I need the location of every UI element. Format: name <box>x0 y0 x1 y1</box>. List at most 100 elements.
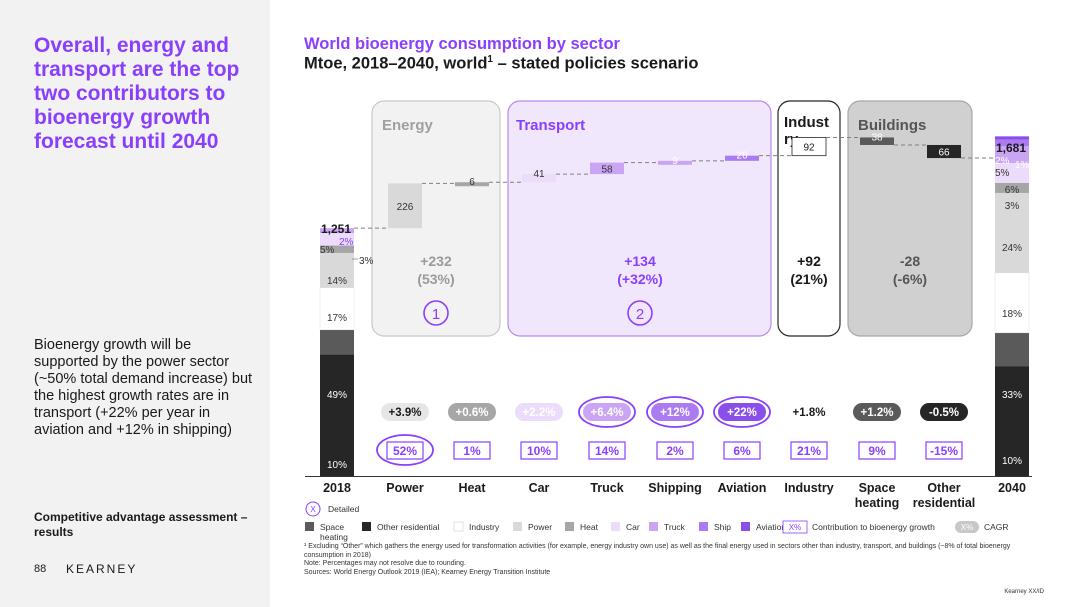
category-label-other-residential-line2: residential <box>913 496 976 510</box>
group-sum-energy: +232 <box>420 253 452 269</box>
bar-2018-label-other-residential: 49% <box>327 390 347 401</box>
legend-heat-swatch <box>565 522 574 531</box>
headline: Overall, energy and transport are the to… <box>34 34 240 153</box>
legend-power-swatch <box>513 522 522 531</box>
legend-truck-swatch <box>649 522 658 531</box>
page-number: 88 <box>34 563 47 575</box>
delta-label-truck: 58 <box>601 164 613 175</box>
cagr-pill-6 <box>785 403 833 421</box>
cagr-label-2: +2.2% <box>523 407 556 419</box>
legend-space-heating-swatch <box>305 522 314 531</box>
cagr-pill-1 <box>448 403 496 421</box>
contribution-box-3 <box>588 441 626 460</box>
group-number-circle-transport <box>627 300 653 326</box>
category-label-aviation: Aviation <box>718 481 767 495</box>
category-label-2018: 2018 <box>323 481 351 495</box>
chart-subtitle-text: Mtoe, 2018–2040, world <box>304 54 488 73</box>
delta-bar-heat <box>455 182 489 187</box>
category-label-heat: Heat <box>458 481 486 495</box>
contribution-box-0 <box>386 441 424 460</box>
footnotes: ¹ Excluding “Other” which gathers the en… <box>304 543 1044 577</box>
legend-contribution-marker <box>782 520 808 534</box>
copyright: Kearney XX/ID <box>1004 589 1044 595</box>
bar-2018-label-heat: 3% <box>359 256 374 267</box>
legend-truck-text: Truck <box>664 522 686 532</box>
bar-2018-label-car: 5% <box>320 245 335 256</box>
bar-2018-segment-car <box>320 233 354 246</box>
legend-cagr-marker <box>955 521 979 533</box>
category-label-car: Car <box>529 481 550 495</box>
group-number-circle-energy <box>423 300 449 326</box>
legend-detailed-marker-text: X <box>310 505 316 514</box>
group-box-industry <box>777 100 841 337</box>
group-number-energy: 1 <box>432 306 440 323</box>
bar-2040-segment-ship <box>995 139 1029 147</box>
delta-bar-power <box>388 183 422 229</box>
bar-2040-segment-aviation <box>995 136 1029 140</box>
legend-ship-text: Ship <box>714 522 731 532</box>
cagr-label-8: -0.5% <box>929 407 959 419</box>
delta-label-heat: 6 <box>469 177 475 188</box>
legend-detailed-text: Detailed <box>328 504 359 514</box>
cagr-pill-3 <box>583 403 631 421</box>
body-text: Bioenergy growth will be supported by th… <box>34 337 253 438</box>
delta-label-shipping: 9 <box>672 156 678 167</box>
brand-logo: KEARNEY <box>66 562 138 576</box>
legend-contribution-marker-text: X% <box>789 523 801 532</box>
cagr-pill-8 <box>920 403 968 421</box>
bar-2040-segment-car <box>995 162 1029 183</box>
contribution-highlight-power <box>376 434 434 466</box>
cagr-label-5: +22% <box>727 407 757 419</box>
category-label-space-heating-line1: Space <box>859 481 896 495</box>
legend-contribution-text: Contribution to bioenergy growth <box>812 522 935 532</box>
delta-label-aviation: 26 <box>736 151 748 162</box>
delta-label-power: 226 <box>397 202 414 213</box>
cagr-highlight-3 <box>578 396 636 428</box>
category-label-2040: 2040 <box>998 481 1026 495</box>
delta-bar-other-residential <box>927 144 961 159</box>
bar-2018-segment-other-residential <box>320 354 354 476</box>
legend-space-heating-text-line1: Space <box>320 522 344 532</box>
delta-bar-car <box>522 174 556 183</box>
bar-2040-label-other-residential: 33% <box>1002 390 1022 401</box>
contribution-box-2 <box>520 441 558 460</box>
group-name-transport: Transport <box>516 117 585 134</box>
group-box-buildings <box>847 100 973 337</box>
legend-car-swatch <box>611 522 620 531</box>
bar-2040-segment-power <box>995 192 1029 273</box>
bar-2040-label-ship: 2% <box>995 156 1010 167</box>
bar-2018-segment-power <box>320 252 354 288</box>
delta-bar-space-heating <box>860 137 894 145</box>
delta-bar-shipping <box>658 160 692 165</box>
category-label-power: Power <box>386 481 424 495</box>
left-panel: Overall, energy and transport are the to… <box>0 0 270 607</box>
category-label-shipping: Shipping <box>648 481 701 495</box>
contribution-label-3: 14% <box>595 444 619 458</box>
contribution-label-8: -15% <box>930 444 958 458</box>
contribution-label-6: 21% <box>797 444 821 458</box>
group-share-buildings: (-6%) <box>893 271 927 287</box>
chart-subtitle-footnote-ref: 1 <box>487 54 493 65</box>
delta-bar-aviation <box>725 155 759 161</box>
delta-label-industry: 92 <box>803 143 815 154</box>
contribution-label-7: 9% <box>868 444 886 458</box>
bar-2018-label-industry: 17% <box>327 313 347 324</box>
group-sum-transport: +134 <box>624 253 656 269</box>
bar-2018-segment-heat <box>320 245 354 253</box>
cagr-label-6: +1.8% <box>793 407 826 419</box>
group-number-transport: 2 <box>636 306 644 323</box>
legend-aviation-swatch <box>741 522 750 531</box>
category-label-industry: Industry <box>784 481 833 495</box>
bar-2040-segment-other-residential <box>995 366 1029 476</box>
legend-car-text: Car <box>626 522 640 532</box>
contribution-box-1 <box>453 441 491 460</box>
cagr-label-7: +1.2% <box>861 407 894 419</box>
group-share-transport: (+32%) <box>617 271 663 287</box>
cagr-pill-5 <box>718 403 766 421</box>
category-label-other-residential-line1: Other <box>927 481 960 495</box>
total-label-2018: 1,251 <box>321 222 351 236</box>
group-box-transport <box>507 100 772 337</box>
bar-2040-segment-space-heating <box>995 332 1029 367</box>
bar-2018-label-power: 14% <box>327 276 347 287</box>
